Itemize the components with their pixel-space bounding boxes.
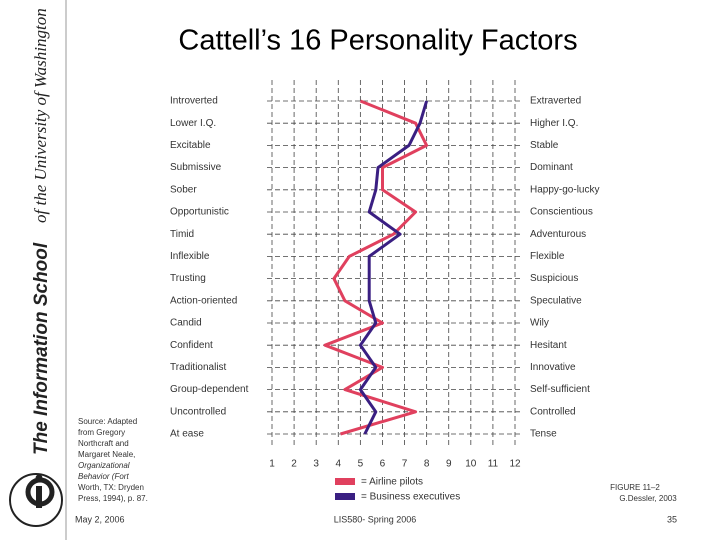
school-name: The Information School [31,242,52,455]
factor-low-label: Submissive [170,162,222,173]
x-tick-label: 11 [488,459,499,470]
footer-page: 35 [667,514,677,524]
x-tick-label: 10 [465,459,477,470]
x-tick-label: 1 [269,459,275,470]
x-tick-label: 6 [380,459,386,470]
factor-high-label: Self-sufficient [530,384,590,395]
factor-high-label: Hesitant [530,340,567,351]
factor-low-label: Sober [170,184,197,195]
x-tick-label: 3 [313,459,319,470]
factor-high-label: Flexible [530,251,565,262]
footer-date: May 2, 2006 [75,514,125,524]
factor-low-label: Excitable [170,140,211,151]
legend-swatch [335,493,355,500]
factor-high-label: Wily [530,318,549,329]
factor-high-label: Suspicious [530,273,578,284]
factor-low-label: Candid [170,318,202,329]
factor-high-label: Innovative [530,362,576,373]
factor-high-label: Tense [530,429,557,440]
university-name: of the University of Washington [31,8,50,223]
logo-ring [9,473,63,527]
source-note: Behavior (Fort [78,472,129,481]
factor-low-label: Lower I.Q. [170,118,216,129]
x-tick-label: 5 [358,459,364,470]
source-note: from Gregory [78,428,125,437]
profile-line [323,99,429,436]
source-note: Press, 1994), p. 87. [78,494,148,503]
x-tick-label: 8 [424,459,430,470]
factor-low-label: Introverted [170,96,218,107]
source-note: Organizational [78,461,130,470]
x-tick-label: 9 [446,459,452,470]
factor-low-label: Uncontrolled [170,406,226,417]
factor-low-label: At ease [170,429,204,440]
factor-low-label: Opportunistic [170,207,229,218]
logo-i [36,486,42,508]
sidebar: The Information School of the University… [31,8,52,455]
legend-label: = Business executives [361,492,460,503]
factor-high-label: Higher I.Q. [530,118,578,129]
figure-label: FIGURE 11–2 [610,483,660,492]
factor-high-label: Stable [530,140,559,151]
logo [9,473,63,527]
factor-low-label: Group-dependent [170,384,249,395]
factor-high-label: Controlled [530,406,576,417]
factor-high-label: Conscientious [530,207,593,218]
factor-low-label: Trusting [170,273,206,284]
x-tick-label: 12 [509,459,521,470]
factor-low-label: Timid [170,229,194,240]
factor-high-label: Happy-go-lucky [530,184,599,195]
logo-dot [35,474,43,482]
legend-label: = Airline pilots [361,477,423,488]
factor-high-label: Adventurous [530,229,586,240]
footer-course: LIS580- Spring 2006 [334,514,417,524]
factor-low-label: Action-oriented [170,295,237,306]
source-note: Northcraft and [78,439,129,448]
x-tick-label: 7 [402,459,408,470]
credit: G.Dessler, 2003 [619,494,677,503]
factor-low-label: Inflexible [170,251,210,262]
profile-line [358,100,429,435]
factor-low-label: Traditionalist [170,362,227,373]
source-note: Worth, TX: Dryden [78,483,144,492]
factor-high-label: Extraverted [530,96,581,107]
legend-swatch [335,478,355,485]
x-tick-label: 4 [335,459,341,470]
source-note: Margaret Neale, [78,450,135,459]
x-tick-label: 2 [291,459,297,470]
source-note: Source: Adapted [78,417,137,426]
slide-title: Cattell’s 16 Personality Factors [178,25,577,57]
factor-high-label: Speculative [530,295,582,306]
factor-low-label: Confident [170,340,213,351]
factor-high-label: Dominant [530,162,573,173]
